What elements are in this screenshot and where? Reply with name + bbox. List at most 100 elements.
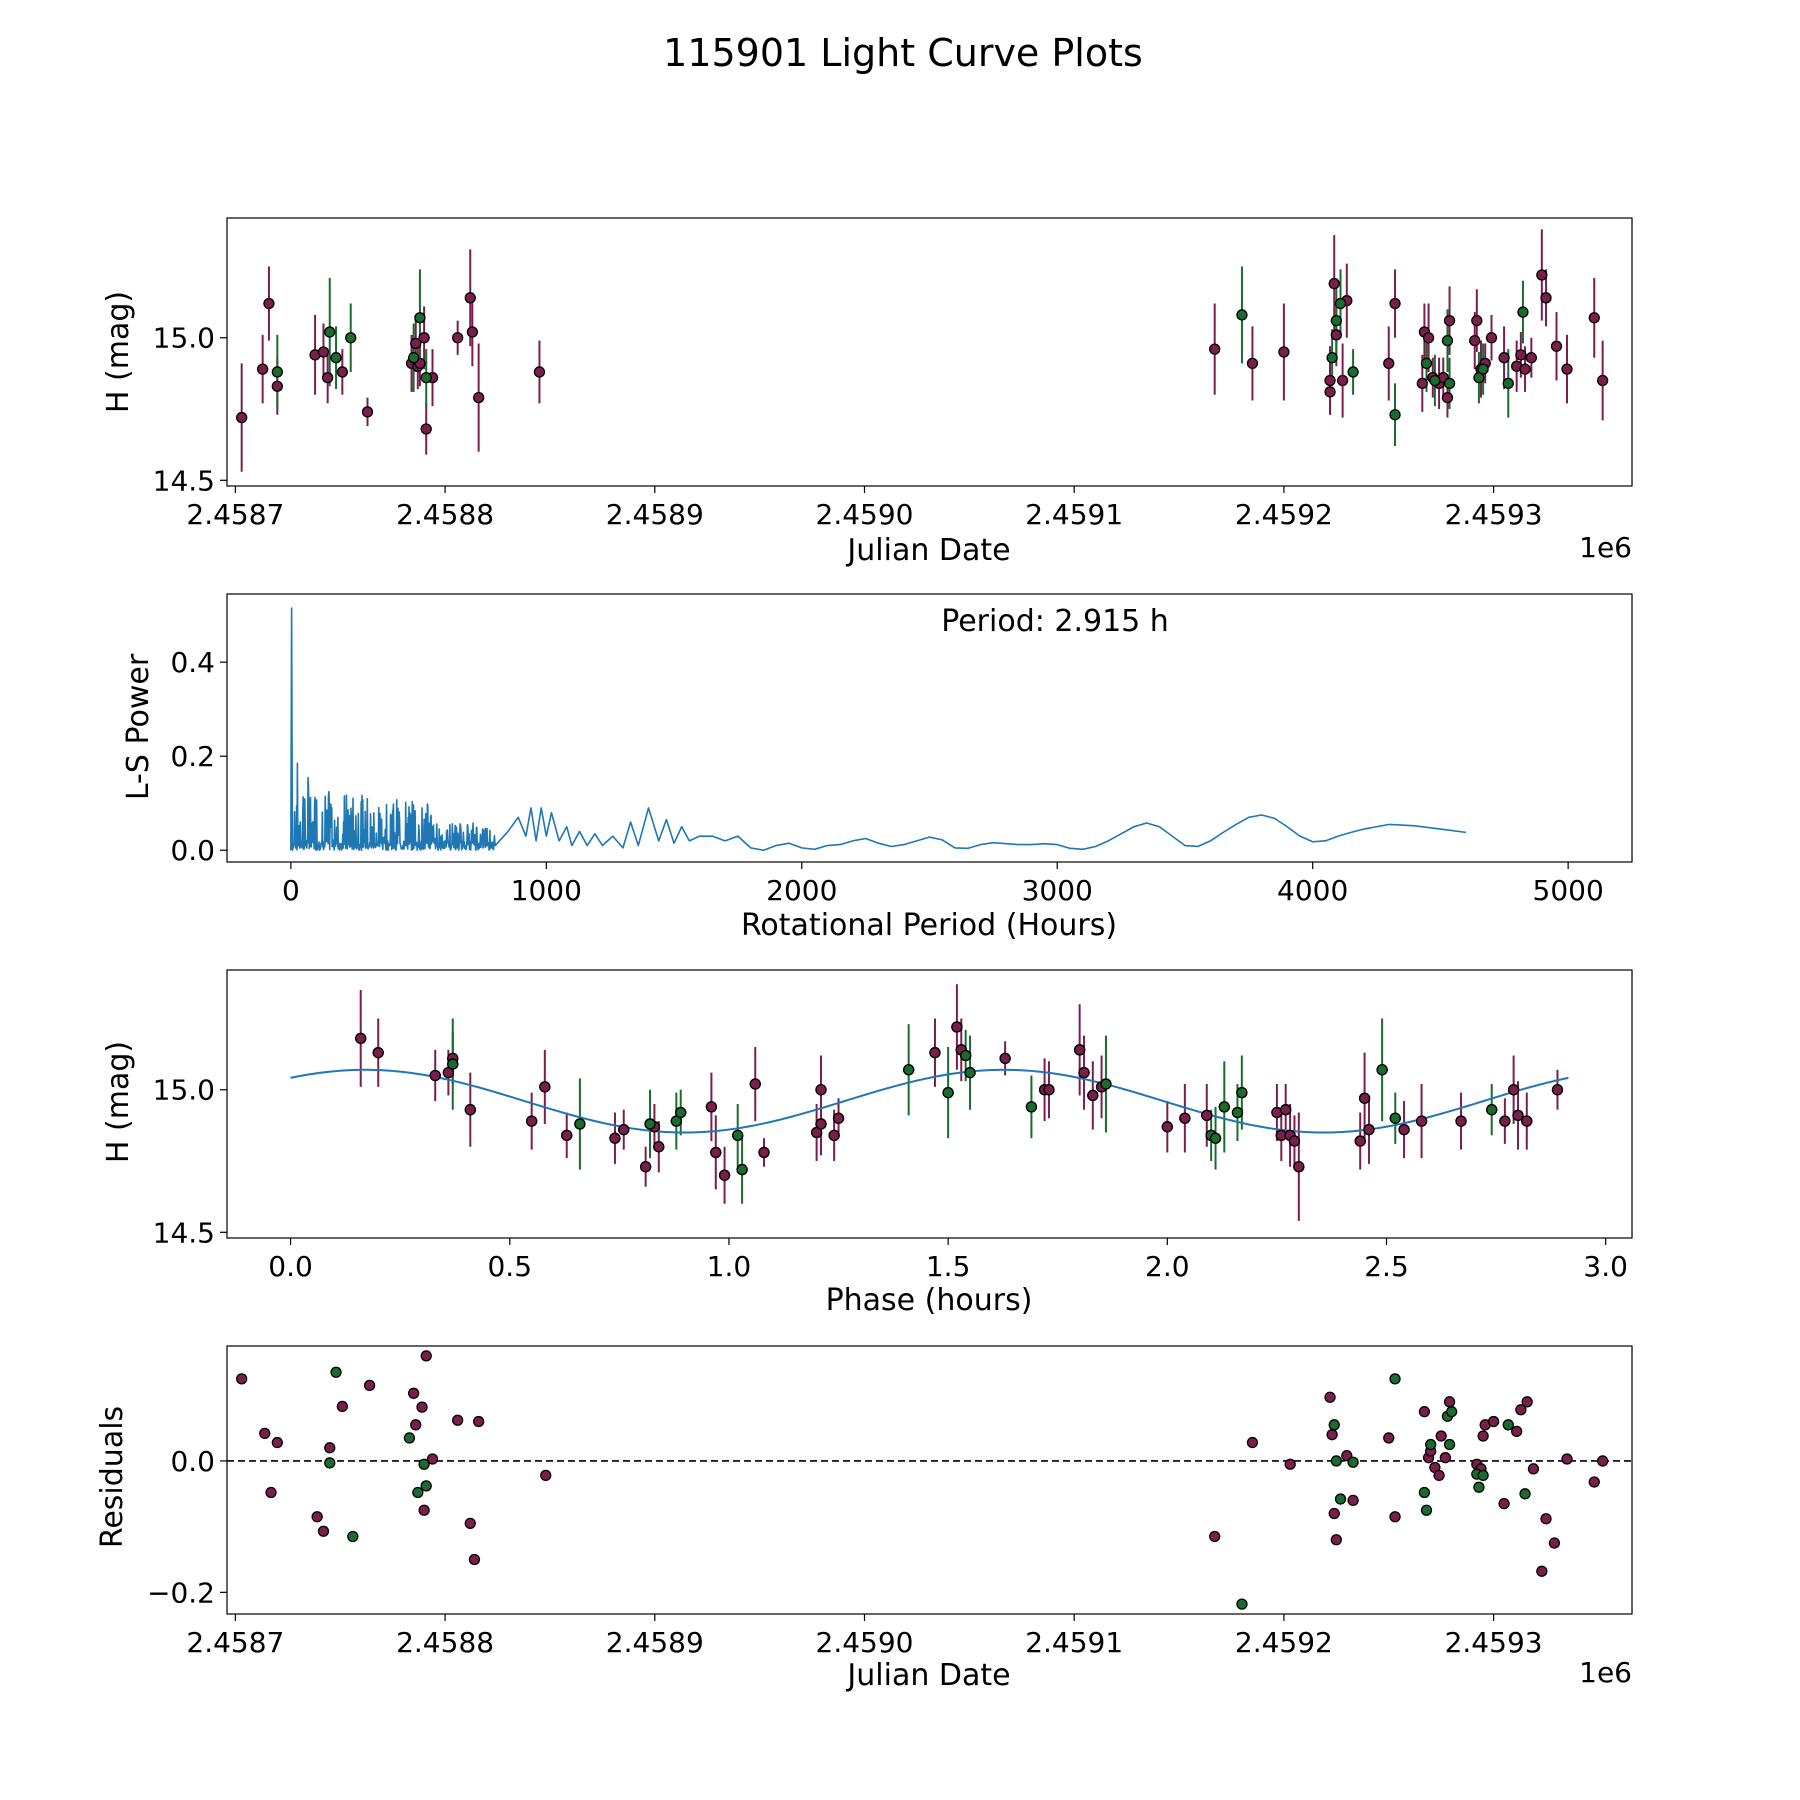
- phased-point-maroon: [1087, 1089, 1099, 1102]
- phased-point-maroon: [372, 1047, 384, 1059]
- residuals-xlabel: Julian Date: [845, 1658, 1010, 1693]
- residuals-point-maroon: [1418, 1406, 1431, 1418]
- phased-frame: [226, 969, 1633, 1239]
- lightcurve-point-maroon: [472, 391, 485, 404]
- residuals-point-maroon: [236, 1373, 248, 1385]
- lightcurve-point-maroon: [1525, 352, 1537, 364]
- residuals-point-green: [347, 1530, 359, 1543]
- phased-point-maroon: [929, 1047, 941, 1059]
- phased-point-maroon: [1363, 1124, 1375, 1136]
- lightcurve-point-maroon: [1416, 377, 1428, 390]
- residuals-point-green: [420, 1480, 432, 1492]
- lightcurve-point-green: [345, 332, 357, 344]
- lightcurve-point-green: [324, 326, 336, 338]
- phased-panel: Phase (hours) H (mag) 0.0 0.5 1.0 1.5 2.0 2.5…: [101, 969, 1633, 1318]
- lightcurve-point-maroon: [1540, 292, 1552, 304]
- lightcurve-point-green: [1330, 314, 1342, 327]
- periodogram-frame: [226, 593, 1633, 863]
- lightcurve-point-maroon: [236, 411, 248, 424]
- lightcurve-point-green: [330, 352, 342, 364]
- lightcurve-xlabel: Julian Date: [845, 533, 1010, 568]
- residuals-point-maroon: [464, 1517, 476, 1530]
- residuals-point-maroon: [1561, 1453, 1573, 1465]
- periodogram-xtick-label: 5000: [1533, 874, 1604, 907]
- residuals-point-maroon: [468, 1553, 481, 1566]
- phased-ytick-label: 14.5: [153, 1216, 215, 1249]
- residuals-point-maroon: [1540, 1513, 1552, 1525]
- phased-point-green: [903, 1064, 915, 1076]
- residuals-point-maroon: [363, 1379, 376, 1392]
- lightcurve-point-green: [407, 352, 420, 364]
- phased-ylabel: H (mag): [101, 1041, 136, 1163]
- lightcurve-point-maroon: [1278, 346, 1290, 358]
- phased-point-maroon: [1521, 1115, 1533, 1127]
- lightcurve-xtick-label: 2.4588: [396, 498, 494, 531]
- phased-point-maroon: [815, 1118, 827, 1130]
- phased-point-maroon: [1043, 1084, 1055, 1096]
- residuals-point-green: [1519, 1488, 1531, 1500]
- lightcurve-point-maroon: [263, 297, 275, 310]
- lightcurve-point-maroon: [1519, 363, 1531, 375]
- residuals-point-green: [1236, 1598, 1248, 1610]
- phased-point-green: [736, 1163, 748, 1176]
- residuals-point-green: [1502, 1419, 1514, 1431]
- lightcurve-ytick-label: 15.0: [153, 322, 215, 355]
- lightcurve-xtick-label: 2.4593: [1445, 498, 1543, 531]
- lightcurve-point-green: [271, 366, 283, 378]
- residuals-point-green: [1443, 1438, 1456, 1451]
- phased-xtick-label: 0.0: [268, 1250, 313, 1283]
- phased-point-maroon: [1293, 1161, 1305, 1173]
- residuals-point-green: [1389, 1373, 1401, 1385]
- residuals-point-green: [1477, 1469, 1489, 1482]
- residuals-point-maroon: [1246, 1436, 1259, 1449]
- lightcurve-xtick-label: 2.4589: [606, 498, 704, 531]
- residuals-point-maroon: [426, 1453, 439, 1465]
- lightcurve-point-maroon: [452, 332, 464, 344]
- residuals-point-maroon: [1209, 1530, 1221, 1543]
- residuals-xtick-label: 2.4592: [1235, 1626, 1333, 1659]
- residuals-point-maroon: [1326, 1429, 1338, 1441]
- periodogram-xlabel: Rotational Period (Hours): [741, 908, 1117, 943]
- lightcurve-point-green: [1347, 366, 1359, 378]
- residuals-point-maroon: [1515, 1404, 1527, 1416]
- residuals-xtick-label: 2.4587: [186, 1626, 284, 1659]
- residuals-point-green: [403, 1432, 416, 1444]
- periodogram-ytick-label: 0.2: [170, 740, 215, 773]
- lightcurve-point-green: [1477, 363, 1489, 375]
- lightcurve-point-maroon: [466, 326, 479, 338]
- residuals-point-green: [324, 1457, 336, 1469]
- lightcurve-xtick-label: 2.4590: [816, 498, 914, 531]
- residuals-point-maroon: [1433, 1469, 1445, 1482]
- residuals-point-maroon: [1596, 1455, 1609, 1467]
- residuals-point-maroon: [418, 1504, 430, 1516]
- phased-point-green: [1486, 1104, 1498, 1116]
- lightcurve-offset-label: 1e6: [1579, 531, 1632, 564]
- residuals-panel: Julian Date Residuals 1e6 2.4587 2.4588 2.…: [95, 1345, 1633, 1693]
- lightcurve-point-maroon: [317, 346, 330, 358]
- phased-point-green: [644, 1118, 656, 1130]
- residuals-point-maroon: [452, 1414, 464, 1426]
- phased-point-maroon: [832, 1112, 845, 1124]
- lightcurve-ytick-label: 14.5: [153, 464, 215, 497]
- lightcurve-point-maroon: [1383, 357, 1395, 370]
- residuals-point-maroon: [1435, 1430, 1447, 1442]
- lightcurve-xtick-label: 2.4592: [1235, 498, 1333, 531]
- phased-point-green: [942, 1086, 954, 1099]
- lightcurve-point-maroon: [1536, 269, 1548, 281]
- lightcurve-point-maroon: [271, 380, 283, 392]
- phased-xtick-label: 2.0: [1145, 1250, 1190, 1283]
- periodogram-panel: Period: 2.915 h Rotational Period (Hours…: [121, 593, 1633, 943]
- phased-point-maroon: [618, 1124, 630, 1136]
- residuals-point-green: [1425, 1438, 1437, 1451]
- phased-point-maroon: [828, 1129, 840, 1142]
- phased-point-maroon: [1507, 1084, 1520, 1096]
- residuals-point-maroon: [1548, 1537, 1561, 1549]
- phased-point-maroon: [464, 1104, 476, 1116]
- lightcurve-point-maroon: [464, 292, 476, 304]
- residuals-point-green: [1420, 1504, 1433, 1516]
- lightcurve-point-maroon: [1389, 297, 1401, 310]
- phased-point-maroon: [1415, 1115, 1428, 1127]
- phased-point-maroon: [705, 1101, 718, 1113]
- residuals-point-green: [1446, 1406, 1458, 1418]
- residuals-point-maroon: [1389, 1511, 1401, 1523]
